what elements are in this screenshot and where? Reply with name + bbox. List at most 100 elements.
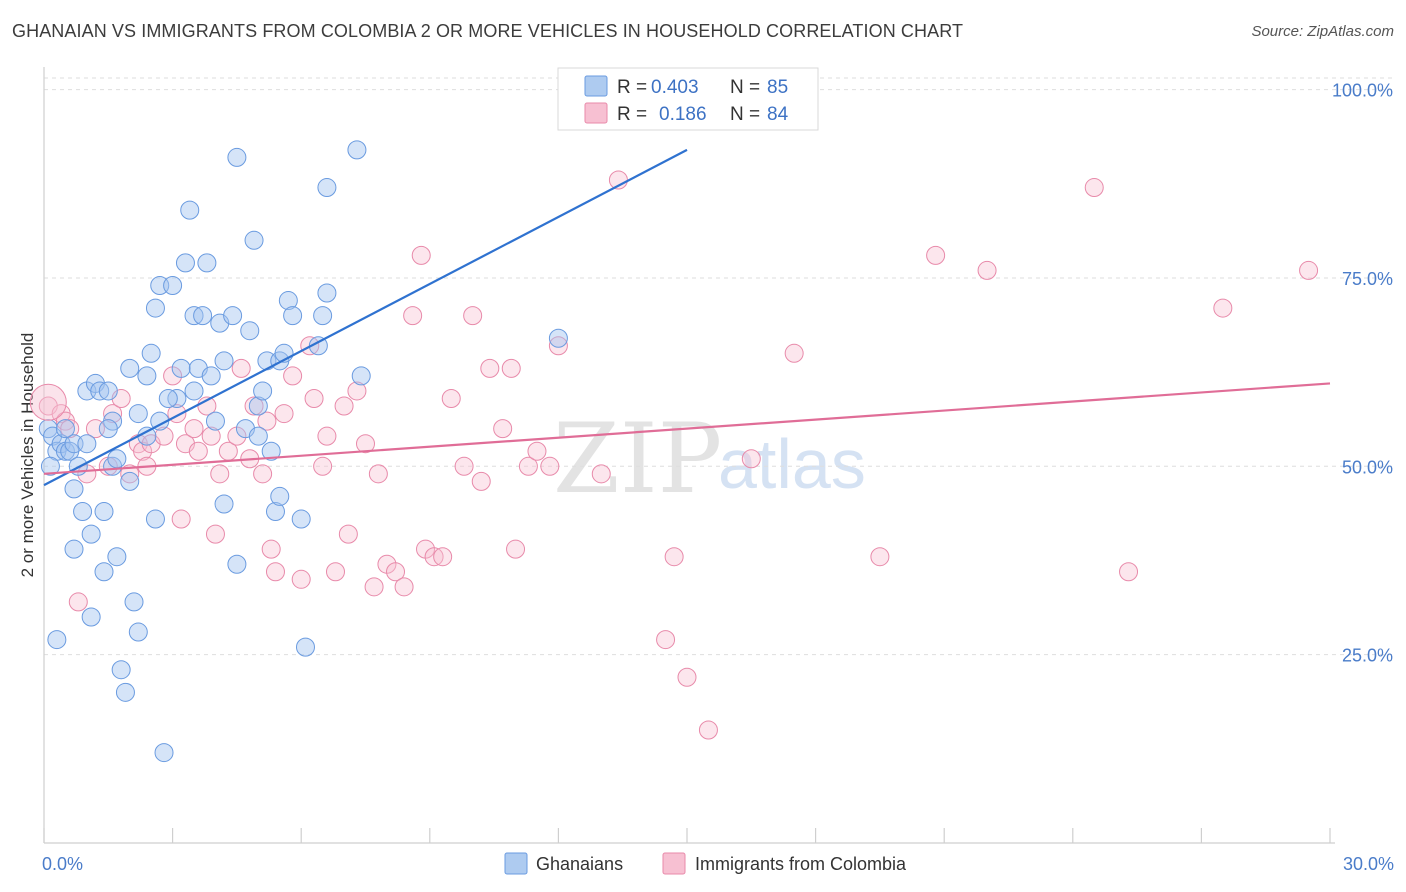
point-immigrants-from-colombia <box>591 464 611 484</box>
point-ghanaians <box>270 486 290 506</box>
legend-r-value-2: 0.186 <box>659 104 707 125</box>
point-immigrants-from-colombia <box>265 562 285 582</box>
point-ghanaians <box>180 200 200 220</box>
point-ghanaians <box>265 502 285 522</box>
point-immigrants-from-colombia-large <box>29 383 67 421</box>
point-ghanaians <box>94 502 114 522</box>
point-ghanaians <box>137 426 157 446</box>
point-ghanaians <box>317 178 337 198</box>
point-immigrants-from-colombia <box>201 426 221 446</box>
point-ghanaians <box>124 592 144 612</box>
point-ghanaians <box>107 449 127 469</box>
point-ghanaians <box>291 509 311 529</box>
y-tick-label: 50.0% <box>1342 457 1393 477</box>
point-ghanaians <box>94 562 114 582</box>
point-immigrants-from-colombia <box>493 419 513 439</box>
point-immigrants-from-colombia <box>364 577 384 597</box>
trend-line-colombia <box>43 382 1331 475</box>
legend-r-label-1: R = <box>617 77 647 98</box>
point-immigrants-from-colombia <box>210 464 230 484</box>
point-ghanaians <box>351 366 371 386</box>
point-ghanaians <box>81 524 101 544</box>
legend-swatch-colombia <box>584 102 608 124</box>
point-immigrants-from-colombia <box>325 562 345 582</box>
point-ghanaians <box>145 509 165 529</box>
point-immigrants-from-colombia <box>698 720 718 740</box>
point-ghanaians <box>227 554 247 574</box>
point-immigrants-from-colombia <box>454 456 474 476</box>
point-immigrants-from-colombia <box>677 667 697 687</box>
y-axis-label: 2 or more Vehicles in Household <box>18 333 37 578</box>
point-ghanaians <box>175 253 195 273</box>
watermark: ZIP atlas <box>553 403 866 515</box>
source-label: Source: ZipAtlas.com <box>1251 23 1394 40</box>
point-immigrants-from-colombia <box>68 592 88 612</box>
point-ghanaians <box>115 682 135 702</box>
point-immigrants-from-colombia <box>527 441 547 461</box>
point-immigrants-from-colombia <box>231 358 251 378</box>
point-ghanaians <box>295 637 315 657</box>
point-ghanaians <box>201 366 221 386</box>
point-ghanaians <box>40 456 60 476</box>
point-immigrants-from-colombia <box>291 569 311 589</box>
legend-swatch-ghanaians <box>584 75 608 97</box>
point-ghanaians <box>205 411 225 431</box>
legend-n-label-1: N = <box>730 77 760 98</box>
point-ghanaians <box>128 622 148 642</box>
x-axis-ticks <box>43 828 1331 843</box>
x-tick-label-max: 30.0% <box>1343 854 1394 874</box>
point-ghanaians <box>64 479 84 499</box>
point-immigrants-from-colombia <box>394 577 414 597</box>
point-immigrants-from-colombia <box>441 388 461 408</box>
point-immigrants-from-colombia <box>664 547 684 567</box>
point-immigrants-from-colombia <box>518 456 538 476</box>
point-immigrants-from-colombia <box>1213 298 1233 318</box>
point-ghanaians <box>81 607 101 627</box>
point-immigrants-from-colombia <box>926 245 946 265</box>
point-immigrants-from-colombia <box>501 358 521 378</box>
point-ghanaians <box>154 743 174 763</box>
point-immigrants-from-colombia <box>433 547 453 567</box>
point-immigrants-from-colombia <box>171 509 191 529</box>
point-immigrants-from-colombia <box>261 539 281 559</box>
point-ghanaians <box>158 388 178 408</box>
point-immigrants-from-colombia <box>313 456 333 476</box>
series-legend: Ghanaians Immigrants from Colombia <box>504 852 907 875</box>
bottom-legend-ghanaians: Ghanaians <box>536 854 623 874</box>
point-ghanaians <box>227 147 247 167</box>
legend-n-label-2: N = <box>730 104 760 125</box>
point-ghanaians <box>141 343 161 363</box>
point-immigrants-from-colombia <box>1084 178 1104 198</box>
point-immigrants-from-colombia <box>188 441 208 461</box>
legend-n-value-2: 84 <box>767 104 789 125</box>
point-immigrants-from-colombia <box>411 245 431 265</box>
point-immigrants-from-colombia <box>368 464 388 484</box>
y-tick-labels: 100.0% 75.0% 50.0% 25.0% <box>1332 81 1393 666</box>
point-immigrants-from-colombia <box>656 630 676 650</box>
point-ghanaians <box>214 351 234 371</box>
point-immigrants-from-colombia <box>1119 562 1139 582</box>
point-immigrants-from-colombia <box>120 464 140 484</box>
point-ghanaians <box>137 366 157 386</box>
point-ghanaians <box>223 306 243 326</box>
watermark-atlas: atlas <box>718 425 866 503</box>
y-tick-label: 25.0% <box>1342 646 1393 666</box>
point-immigrants-from-colombia <box>386 562 406 582</box>
point-ghanaians <box>317 283 337 303</box>
point-immigrants-from-colombia <box>184 419 204 439</box>
point-ghanaians <box>193 306 213 326</box>
point-ghanaians <box>248 426 268 446</box>
point-immigrants-from-colombia <box>334 396 354 416</box>
point-immigrants-from-colombia <box>347 381 367 401</box>
bottom-legend-swatch-ghanaians <box>504 852 528 875</box>
bottom-legend-colombia: Immigrants from Colombia <box>695 854 907 874</box>
point-ghanaians <box>248 396 268 416</box>
point-ghanaians <box>163 275 183 295</box>
point-immigrants-from-colombia <box>257 411 277 431</box>
legend-r-value-1: 0.403 <box>651 77 699 98</box>
point-ghanaians <box>73 502 93 522</box>
point-immigrants-from-colombia <box>154 426 174 446</box>
point-ghanaians <box>184 381 204 401</box>
point-immigrants-from-colombia <box>480 358 500 378</box>
